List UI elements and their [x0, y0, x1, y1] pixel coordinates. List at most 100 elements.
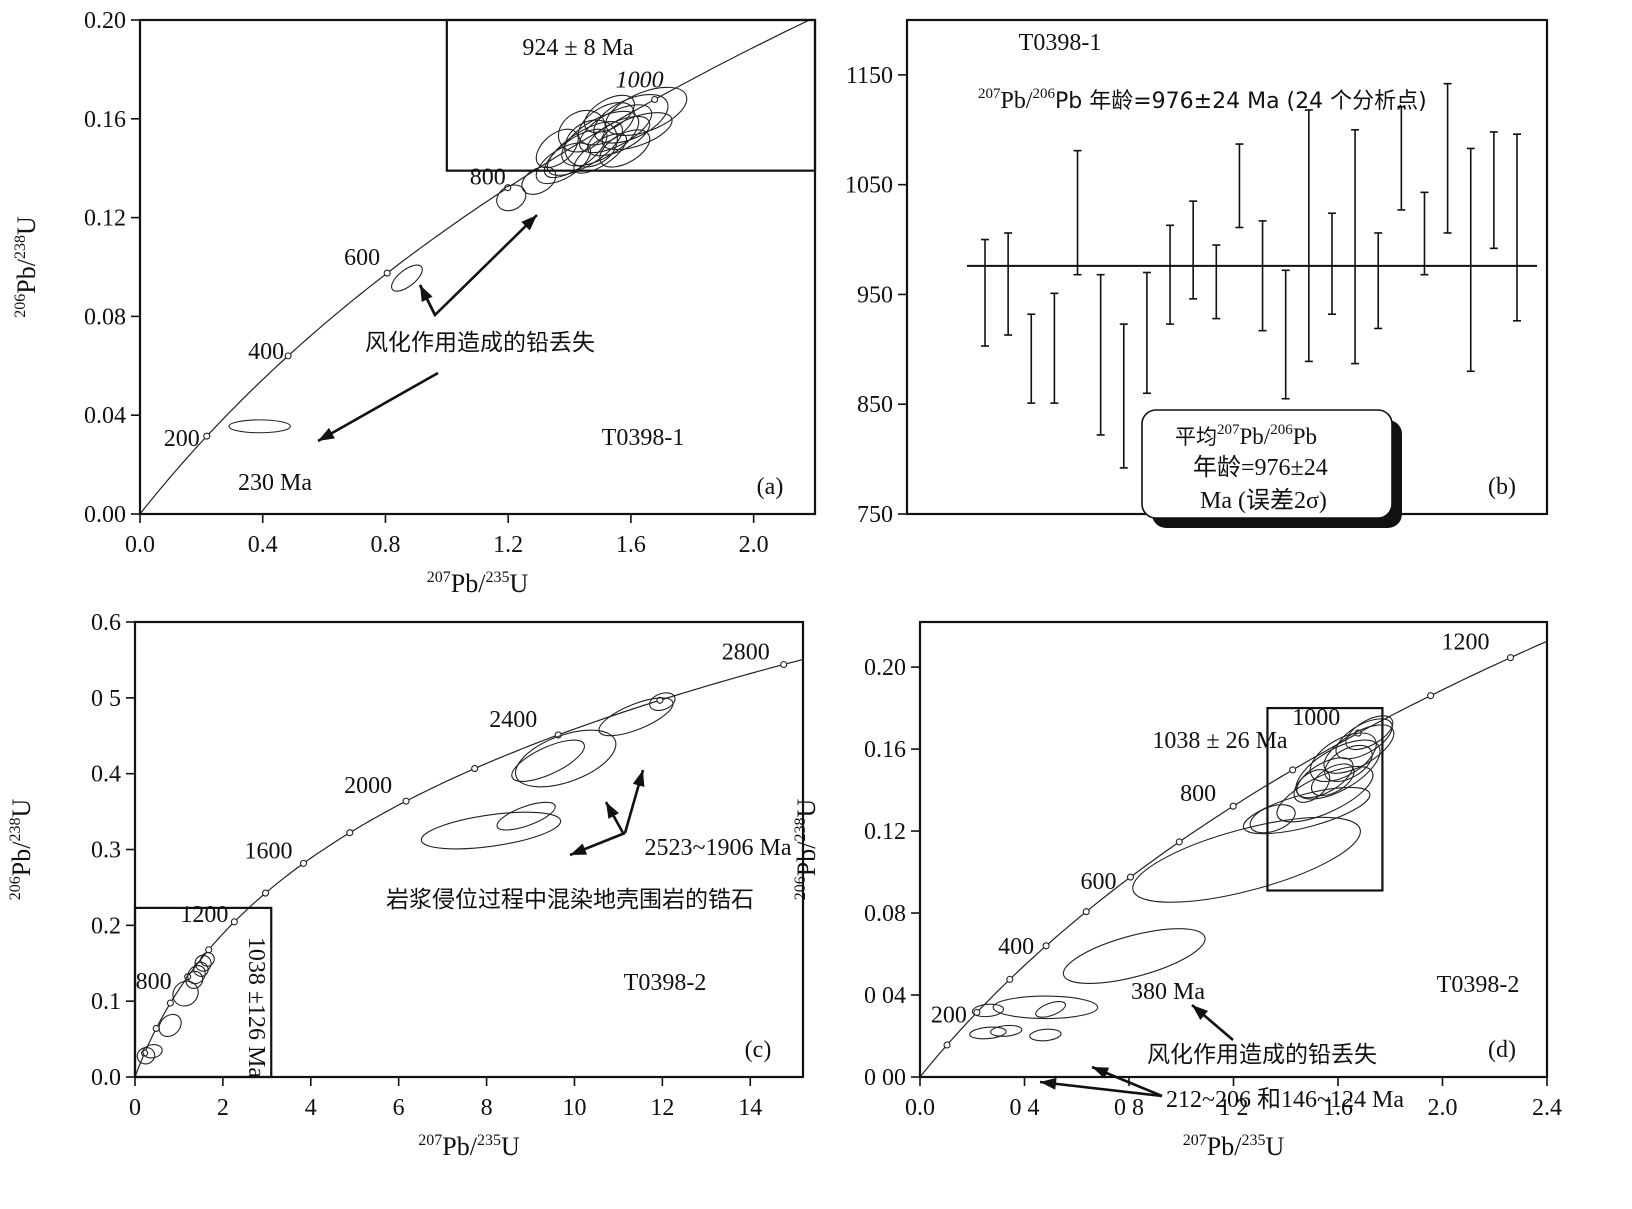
- y-tick-label: 0.00: [84, 502, 126, 528]
- inset-box: [445, 18, 817, 172]
- y-tick-label: 0.08: [864, 901, 906, 927]
- error-ellipse: [193, 961, 209, 977]
- age-error-bar: [1235, 143, 1244, 229]
- x-axis-label: 207Pb/235U: [418, 1132, 520, 1161]
- arrow-head: [318, 427, 335, 441]
- concordia-age-marker: [471, 765, 479, 773]
- axis-label-text: Pb/: [7, 841, 36, 876]
- y-tick-label: 0 04: [864, 983, 906, 1009]
- concordia-age-marker: [203, 432, 211, 440]
- y-tick-label: 0.1: [91, 989, 121, 1015]
- concordia-age-label: 800: [136, 969, 172, 995]
- axis-label-text: U: [501, 1132, 520, 1161]
- concordia-age-marker: [152, 1024, 160, 1033]
- panel-label: (d): [1488, 1037, 1516, 1063]
- header-text: Pb 年龄=976±24 Ma (24 个分析点): [1055, 89, 1427, 114]
- x-tick-label: 1 2: [1219, 1095, 1249, 1121]
- concordia-age-marker: [1006, 975, 1014, 983]
- x-tick-label: 6: [393, 1095, 405, 1121]
- concordia-curve: [140, 20, 811, 514]
- y-tick-label: 0.0: [91, 1065, 121, 1091]
- concordia-age-label: 400: [248, 339, 284, 365]
- header-sup: 207: [978, 86, 1001, 102]
- y-tick-label: 1150: [846, 63, 893, 89]
- age-error-bar: [1374, 232, 1383, 330]
- plot-frame: [918, 620, 1549, 1079]
- axis-label-sup: 238: [792, 818, 809, 842]
- y-tick-label: 0.04: [84, 403, 126, 429]
- y-tick-label: 950: [857, 282, 893, 308]
- concordia-age-marker: [1289, 766, 1297, 774]
- x-tick-label: 0.4: [248, 532, 278, 558]
- sample-label: T0398-1: [1019, 30, 1102, 56]
- x-tick-label: 2.4: [1532, 1095, 1562, 1121]
- concordia-age-label: 600: [344, 245, 380, 271]
- error-ellipse: [598, 697, 674, 737]
- error-ellipse: [511, 739, 585, 782]
- concordia-age-marker: [1229, 802, 1237, 810]
- concordia-age-label: 800: [1180, 781, 1216, 807]
- x-tick-label: 0.0: [905, 1095, 935, 1121]
- panel-label: (c): [745, 1037, 772, 1063]
- concordia-age-marker: [1175, 838, 1183, 846]
- annotation-230ma: 230 Ma: [238, 470, 312, 496]
- box-text: Pb/: [1240, 424, 1271, 449]
- sample-label: T0398-2: [624, 970, 707, 996]
- axis-label-text: U: [792, 799, 821, 818]
- age-error-bar: [1258, 220, 1267, 332]
- x-axis-label: 207Pb/235U: [1183, 1132, 1285, 1161]
- concordia-age-label: 200: [931, 1002, 967, 1028]
- error-ellipse: [992, 995, 1099, 1020]
- x-tick-label: 2: [217, 1095, 229, 1121]
- arrow-head: [606, 802, 619, 819]
- y-axis-label: 206Pb/238U: [7, 799, 36, 901]
- x-tick-label: 1.6: [616, 532, 646, 558]
- header-sup: 206: [1033, 86, 1056, 102]
- axis-label-text: U: [509, 569, 528, 598]
- axis-label-sup: 238: [7, 818, 24, 842]
- error-ellipse: [172, 980, 199, 1007]
- x-tick-label: 0: [129, 1095, 141, 1121]
- concordia-age-marker: [1427, 692, 1435, 700]
- y-tick-label: 750: [857, 502, 893, 528]
- error-ellipse: [593, 93, 669, 144]
- y-tick-label: 0.2: [91, 913, 121, 939]
- concordia-curve: [135, 658, 803, 1077]
- mean-age-box: [1141, 409, 1393, 519]
- age-error-bar: [1327, 212, 1336, 316]
- axis-label-sup: 207: [418, 1132, 442, 1149]
- concordia-age-label: 2800: [722, 639, 770, 665]
- plot-area: [135, 658, 803, 1077]
- arrow-head: [570, 843, 588, 855]
- concordia-age-marker: [299, 859, 308, 867]
- annotation-arrow: [317, 371, 439, 443]
- concordia-age-marker: [651, 95, 659, 104]
- y-axis-label: 206Pb/238U: [792, 799, 821, 901]
- inset-box: [133, 906, 273, 1079]
- error-ellipse: [969, 1026, 1007, 1040]
- y-tick-label: 0 5: [91, 686, 121, 712]
- sample-label: T0398-2: [1437, 972, 1520, 998]
- axis-label-sup: 238: [12, 235, 29, 259]
- concordia-age-marker: [1126, 873, 1135, 881]
- error-ellipse: [561, 110, 640, 167]
- concordia-age-label: 600: [1080, 869, 1116, 895]
- arrow-head: [632, 770, 645, 788]
- error-ellipse: [496, 801, 556, 831]
- concordia-age-label: 1200: [180, 902, 228, 928]
- error-ellipse: [1242, 786, 1371, 835]
- error-ellipse: [1276, 765, 1374, 823]
- concordia-age-marker: [205, 946, 213, 954]
- error-ellipse: [564, 119, 618, 168]
- concordia-age-marker: [383, 269, 391, 277]
- axis-label-sup: 235: [477, 1132, 501, 1149]
- arrow-head: [1092, 1067, 1110, 1079]
- age-error-bar: [1466, 147, 1475, 373]
- concordia-age-marker: [1082, 908, 1090, 916]
- error-ellipse: [1310, 763, 1355, 797]
- x-tick-label: 8: [481, 1095, 493, 1121]
- age-error-bar: [981, 238, 989, 347]
- error-ellipse: [1029, 1028, 1062, 1042]
- box-text: 平均: [1175, 425, 1217, 449]
